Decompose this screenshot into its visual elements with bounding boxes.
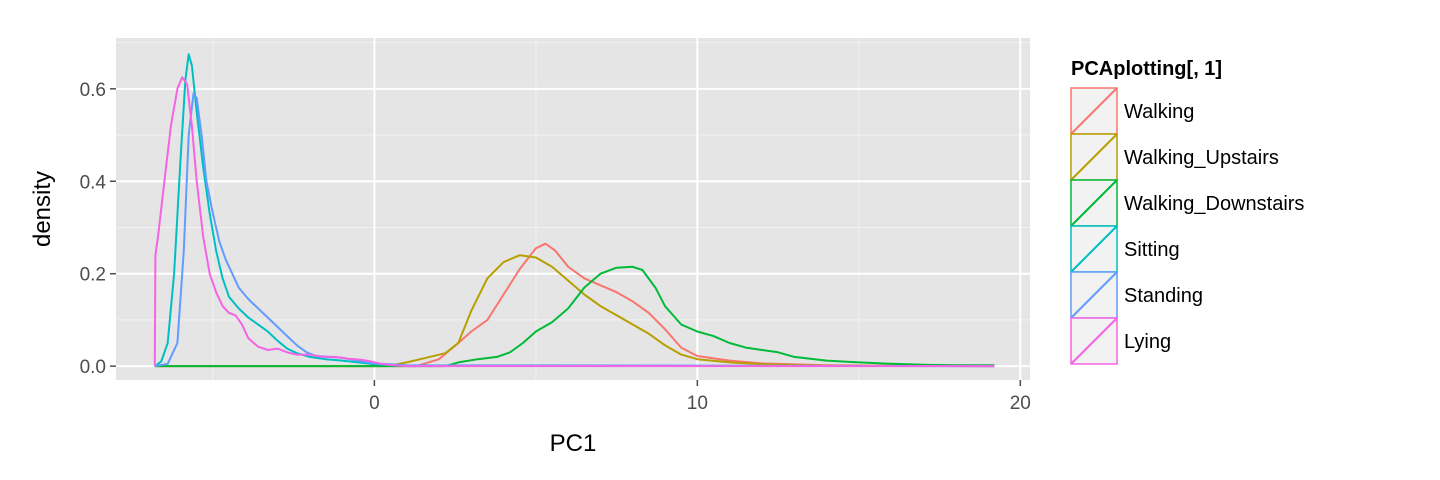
- x-axis-title: PC1: [550, 430, 597, 457]
- legend-label-lying: Lying: [1124, 331, 1171, 353]
- legend-item-walking-upstairs: Walking_Upstairs: [1070, 133, 1279, 181]
- legend-item-sitting: Sitting: [1070, 225, 1180, 273]
- legend-label-standing: Standing: [1124, 285, 1203, 307]
- legend-item-standing: Standing: [1070, 271, 1203, 319]
- legend-label-walking: Walking: [1124, 101, 1194, 123]
- x-tick-label: 0: [369, 393, 380, 414]
- legend-key-line-sitting: [1070, 225, 1118, 273]
- legend-items: Walking Walking_Upstairs Walking_Downstair…: [1070, 87, 1304, 365]
- legend-title: PCAplotting[, 1]: [1071, 58, 1222, 80]
- legend-item-walking: Walking: [1070, 87, 1194, 135]
- series-line-walking-upstairs: [154, 254, 995, 368]
- y-axis: 0.0 0.2 0.4 0.6: [80, 80, 116, 378]
- y-tick-label: 0.2: [80, 265, 106, 286]
- y-tick-label: 0.6: [80, 80, 106, 101]
- y-axis-title: density: [29, 171, 56, 247]
- plot-panel: [116, 38, 1030, 380]
- legend-item-lying: Lying: [1070, 317, 1171, 365]
- series-line-lying: [153, 76, 995, 368]
- series-line-walking: [154, 242, 995, 368]
- legend-label-sitting: Sitting: [1124, 239, 1180, 261]
- legend-label-walking-downstairs: Walking_Downstairs: [1124, 193, 1304, 215]
- legend: PCAplotting[, 1] Walking Walking_Upstairs…: [1070, 58, 1304, 365]
- legend-key-line-walking: [1070, 87, 1118, 135]
- series-line-walking-downstairs: [154, 265, 995, 368]
- y-tick-label: 0.4: [80, 172, 107, 193]
- x-tick-label: 10: [687, 393, 708, 414]
- series-line-sitting: [154, 53, 995, 368]
- legend-key-line-lying: [1070, 317, 1118, 365]
- x-axis: 0 10 20: [369, 380, 1031, 414]
- legend-key-line-standing: [1070, 271, 1118, 319]
- legend-key-line-walking-upstairs: [1070, 133, 1118, 181]
- legend-item-walking-downstairs: Walking_Downstairs: [1070, 179, 1304, 227]
- y-tick-label: 0.0: [80, 357, 106, 378]
- legend-key-line-walking-downstairs: [1070, 179, 1118, 227]
- grid-minor: [116, 38, 1030, 380]
- series-layer: [153, 53, 995, 368]
- legend-label-walking-upstairs: Walking_Upstairs: [1124, 147, 1279, 169]
- x-tick-label: 20: [1010, 393, 1031, 414]
